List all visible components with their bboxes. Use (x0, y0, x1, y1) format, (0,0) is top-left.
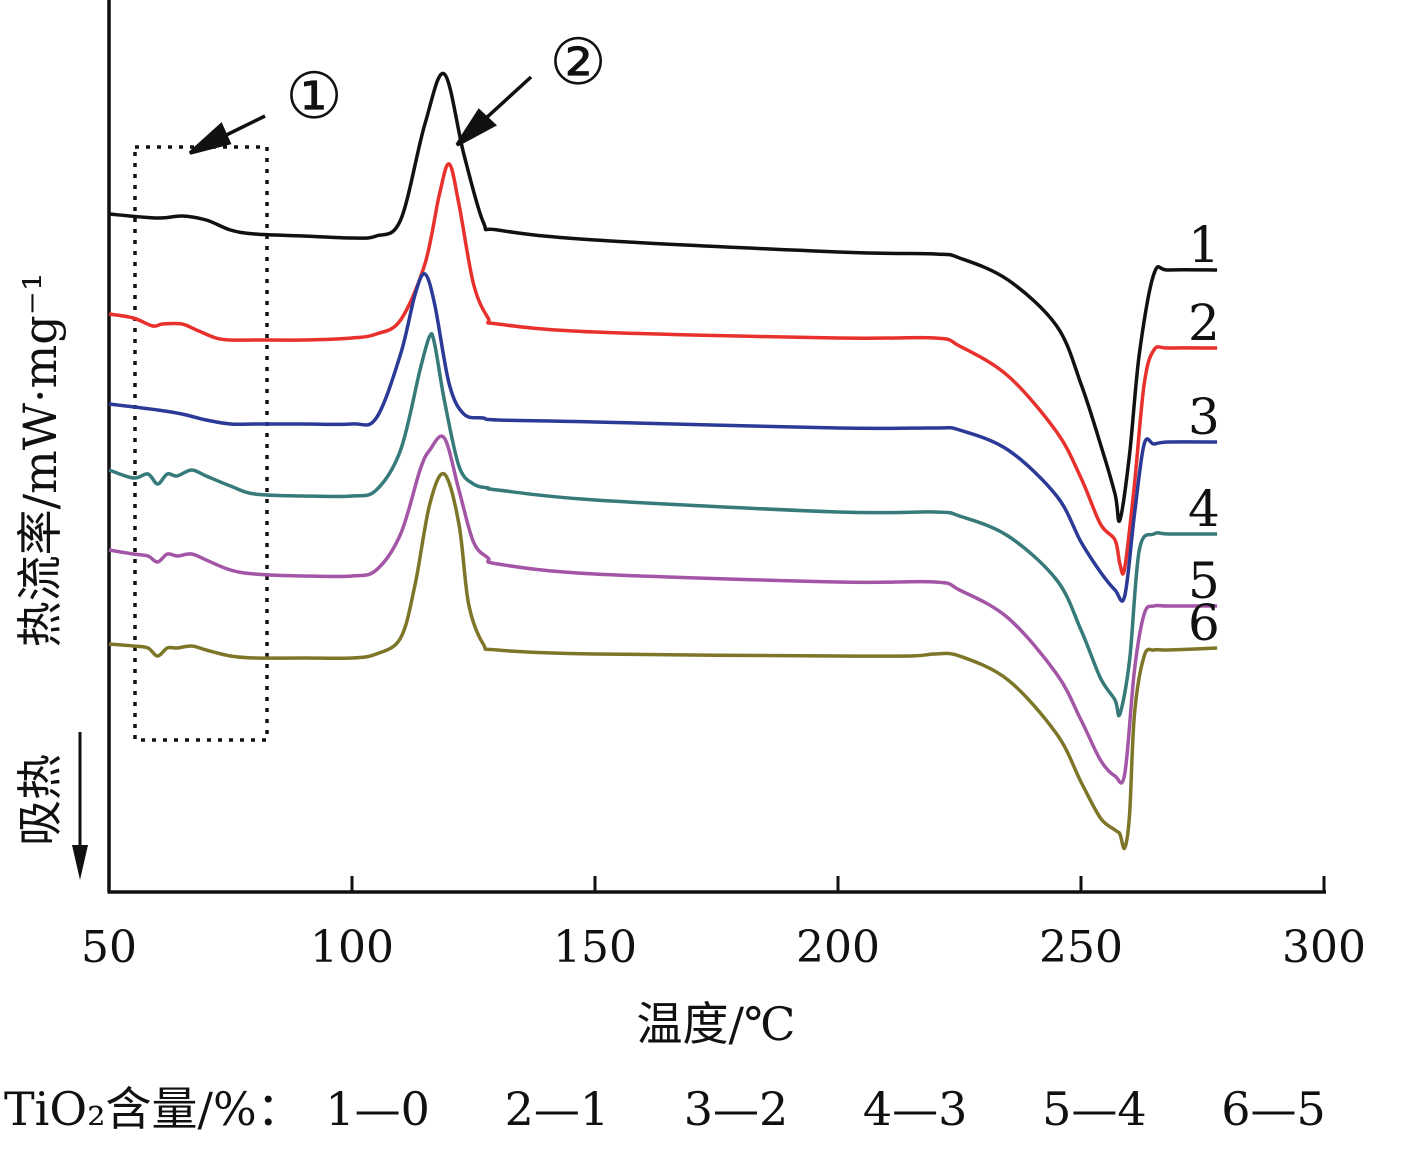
curves (108, 71, 1218, 851)
x-tick-label-100: 100 (310, 922, 394, 973)
series-3-line (108, 272, 1218, 603)
arrow-2-head (455, 108, 497, 147)
series-6-line (108, 471, 1218, 851)
endo-arrow-head (72, 845, 88, 880)
annotation-label-1: ① (285, 60, 342, 134)
annotation-box-1 (133, 145, 269, 742)
x-ticks: 50 100 150 200 250 300 (81, 876, 1366, 973)
series-4-label: 4 (1188, 480, 1220, 538)
annotation-arrows (188, 75, 533, 155)
legend-entry-4: 4—3 (863, 1082, 968, 1136)
legend-prefix: TiO₂含量/%： (4, 1082, 303, 1136)
series-3-label: 3 (1188, 388, 1220, 446)
series-6-label: 6 (1188, 594, 1220, 652)
x-tick-label-150: 150 (553, 922, 637, 973)
legend-entry-6: 6—5 (1221, 1082, 1326, 1136)
legend-entry-5: 5—4 (1042, 1082, 1147, 1136)
curve-labels: 1 2 3 4 56 (1188, 216, 1220, 652)
x-tick-label-200: 200 (796, 922, 880, 973)
legend-entry-2: 2—1 (505, 1082, 610, 1136)
y-axis-title: 热流率/mW·mg⁻¹ (13, 273, 67, 648)
series-1-line (108, 71, 1218, 524)
series-1-label: 1 (1188, 216, 1220, 274)
endo-label: 吸热 (13, 754, 67, 846)
series-4-line (108, 332, 1218, 718)
x-tick-label-50: 50 (81, 922, 137, 973)
arrow-1-head (188, 122, 232, 155)
series-5-label: 5 (1188, 552, 1220, 610)
x-tick-label-300: 300 (1282, 922, 1366, 973)
series-2-line (108, 162, 1218, 576)
x-axis-title: 温度/℃ (637, 997, 796, 1051)
series-5-line (108, 434, 1218, 785)
annotation-label-2: ② (549, 26, 606, 100)
series-2-label: 2 (1188, 294, 1220, 352)
legend: TiO₂含量/%： 1—0 2—1 3—2 4—3 5—4 6—5 (4, 1082, 1326, 1136)
x-tick-label-250: 250 (1039, 922, 1123, 973)
legend-entry-3: 3—2 (684, 1082, 789, 1136)
legend-entry-1: 1—0 (325, 1082, 430, 1136)
